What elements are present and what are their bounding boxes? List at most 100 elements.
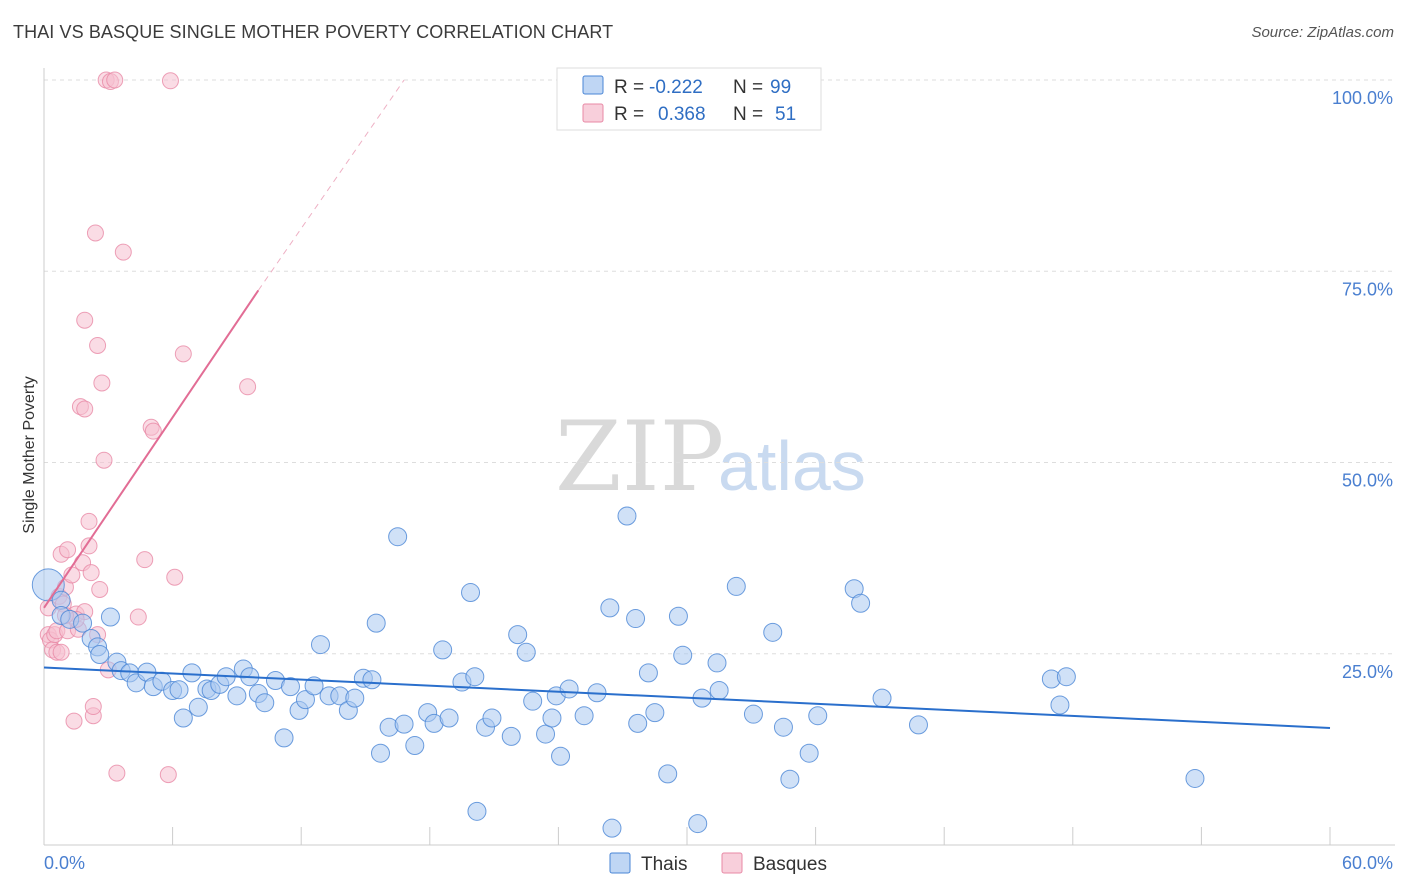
- thais-series: [31, 506, 1205, 838]
- y-tick-label-0: 25.0%: [1342, 662, 1393, 682]
- legend-r-label-thais: R =: [614, 77, 644, 98]
- thais-point: [100, 607, 120, 627]
- thais-point: [808, 706, 828, 726]
- thais-point: [559, 679, 579, 699]
- thais-point: [709, 680, 729, 700]
- bottom-legend-swatch-basques: [721, 852, 743, 874]
- basques-point: [108, 764, 126, 782]
- basques-point: [52, 643, 70, 661]
- thais-point: [658, 764, 678, 784]
- thais-point: [467, 801, 487, 821]
- thais-point: [851, 593, 871, 613]
- thais-point: [673, 645, 693, 665]
- basques-point: [95, 451, 113, 469]
- thais-point: [688, 814, 708, 834]
- basques-series: [39, 71, 257, 784]
- thais-point: [542, 708, 562, 728]
- thais-point: [295, 690, 315, 710]
- axes: [43, 68, 1395, 846]
- thais-point: [574, 706, 594, 726]
- thais-point: [1056, 667, 1076, 687]
- thais-point: [73, 613, 93, 633]
- y-axis-label: Single Mother Poverty: [21, 376, 38, 533]
- basques-point: [80, 537, 98, 555]
- legend-r-value-thais: -0.222: [649, 77, 703, 98]
- thais-point: [516, 642, 536, 662]
- thais-point: [274, 728, 294, 748]
- thais-point: [439, 708, 459, 728]
- thais-point: [628, 713, 648, 733]
- thais-point: [707, 653, 727, 673]
- thais-point: [551, 746, 571, 766]
- thais-point: [780, 769, 800, 789]
- thais-point: [182, 663, 202, 683]
- bottom-legend-swatch-thais: [609, 852, 631, 874]
- thais-point: [255, 693, 275, 713]
- legend-n-label-thais: N =: [733, 77, 763, 98]
- basques-point: [166, 568, 184, 586]
- basques-point: [161, 72, 179, 90]
- y-tick-label-3: 100.0%: [1332, 88, 1393, 108]
- legend: R = -0.222 N = 99 R = 0.368 N = 51: [556, 67, 822, 131]
- basques-point: [106, 71, 124, 89]
- thais-point: [90, 645, 110, 665]
- thais-point: [405, 736, 425, 756]
- basques-point: [159, 766, 177, 784]
- thais-point: [600, 598, 620, 618]
- thais-point: [371, 743, 391, 763]
- basques-point: [76, 400, 94, 418]
- thais-point: [482, 708, 502, 728]
- basques-point: [93, 374, 111, 392]
- thais-point: [617, 506, 637, 526]
- basques-trendline-extension: [257, 79, 405, 291]
- basques-point: [174, 345, 192, 363]
- basques-point: [129, 608, 147, 626]
- source-label: Source: ZipAtlas.com: [1251, 24, 1394, 41]
- thais-point: [169, 680, 189, 700]
- basques-point: [144, 422, 162, 440]
- trendlines: [43, 79, 1331, 729]
- tick-labels: 25.0% 50.0% 75.0% 100.0% 0.0% 60.0%: [44, 88, 1393, 873]
- basques-point: [59, 541, 77, 559]
- thais-point: [626, 609, 646, 629]
- legend-n-value-basques: 51: [775, 104, 796, 125]
- legend-r-label-basques: R =: [614, 104, 644, 125]
- basques-point: [239, 378, 257, 396]
- thais-trendline: [43, 666, 1331, 729]
- basques-point: [82, 564, 100, 582]
- thais-point: [743, 704, 763, 724]
- thais-point: [501, 726, 521, 746]
- thais-point: [638, 663, 658, 683]
- thais-point: [872, 688, 892, 708]
- thais-point: [645, 703, 665, 723]
- thais-point: [227, 686, 247, 706]
- thais-point: [799, 743, 819, 763]
- thais-point: [310, 635, 330, 655]
- basques-point: [91, 580, 109, 598]
- thais-point: [726, 576, 746, 596]
- gridlines: [44, 79, 1395, 655]
- basques-point: [84, 698, 102, 716]
- thais-point: [394, 714, 414, 734]
- thais-point: [388, 527, 408, 547]
- thais-point: [173, 708, 193, 728]
- thais-point: [433, 640, 453, 660]
- thais-point: [773, 717, 793, 737]
- basques-point: [76, 311, 94, 329]
- thais-point: [461, 583, 481, 603]
- basques-point: [136, 551, 154, 569]
- bottom-legend-thais: Thais: [641, 854, 687, 875]
- chart-title: THAI VS BASQUE SINGLE MOTHER POVERTY COR…: [13, 22, 614, 42]
- x-tick-label-0: 0.0%: [44, 853, 85, 873]
- thais-point: [602, 818, 622, 838]
- thais-point: [908, 715, 928, 735]
- thais-point: [1185, 768, 1205, 788]
- thais-point: [536, 724, 556, 744]
- thais-point: [465, 667, 485, 687]
- thais-point: [280, 677, 300, 697]
- y-tick-label-1: 50.0%: [1342, 471, 1393, 491]
- basques-point: [89, 336, 107, 354]
- basques-point: [114, 243, 132, 261]
- legend-swatch-basques: [582, 103, 604, 123]
